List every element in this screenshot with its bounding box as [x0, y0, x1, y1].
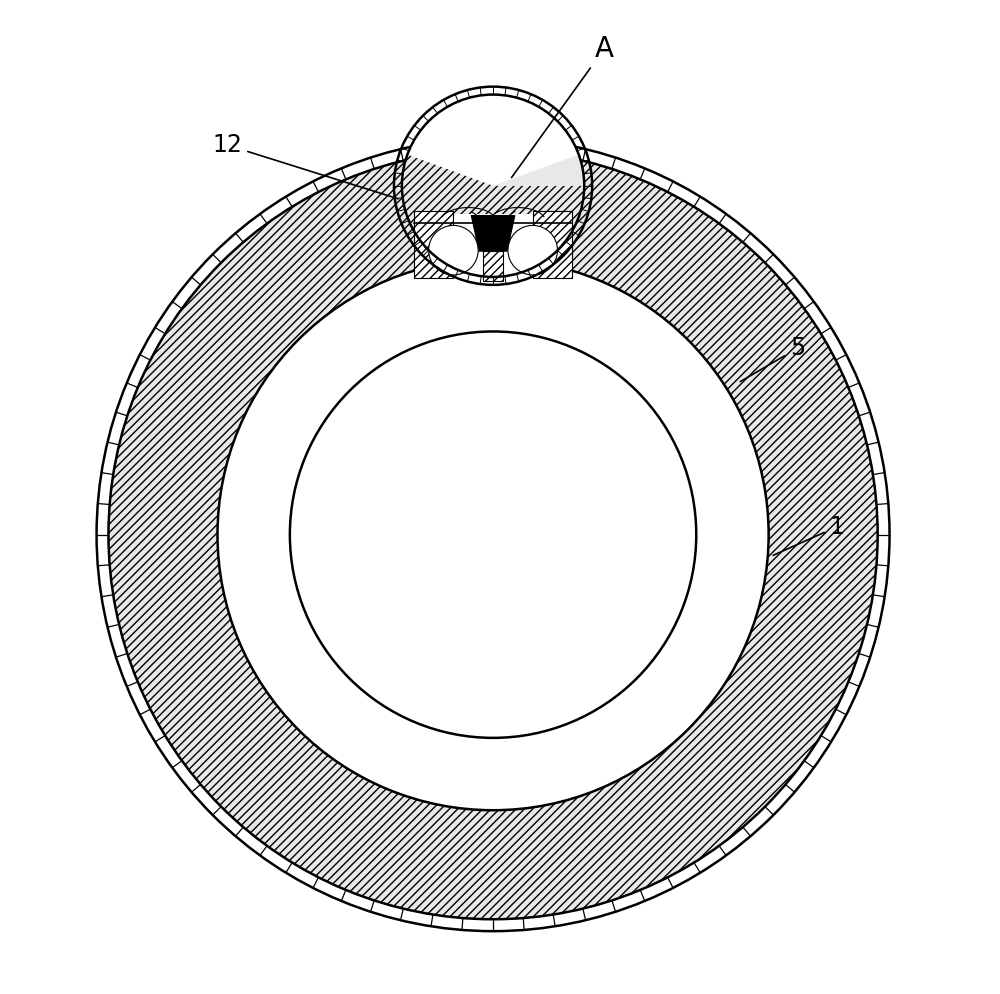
Circle shape: [402, 94, 584, 277]
Wedge shape: [493, 154, 584, 186]
Text: 1: 1: [773, 515, 844, 556]
Wedge shape: [402, 154, 584, 277]
Circle shape: [108, 150, 878, 919]
Text: A: A: [512, 35, 614, 178]
Circle shape: [290, 331, 696, 738]
Polygon shape: [471, 216, 515, 251]
Circle shape: [508, 226, 557, 275]
Circle shape: [429, 226, 478, 275]
Circle shape: [218, 259, 769, 810]
Bar: [419, 214, 567, 278]
Wedge shape: [108, 150, 878, 919]
Bar: [533, 211, 572, 278]
Bar: [414, 211, 453, 278]
Text: 5: 5: [740, 336, 805, 382]
Bar: [483, 251, 503, 281]
Text: 12: 12: [212, 133, 398, 199]
